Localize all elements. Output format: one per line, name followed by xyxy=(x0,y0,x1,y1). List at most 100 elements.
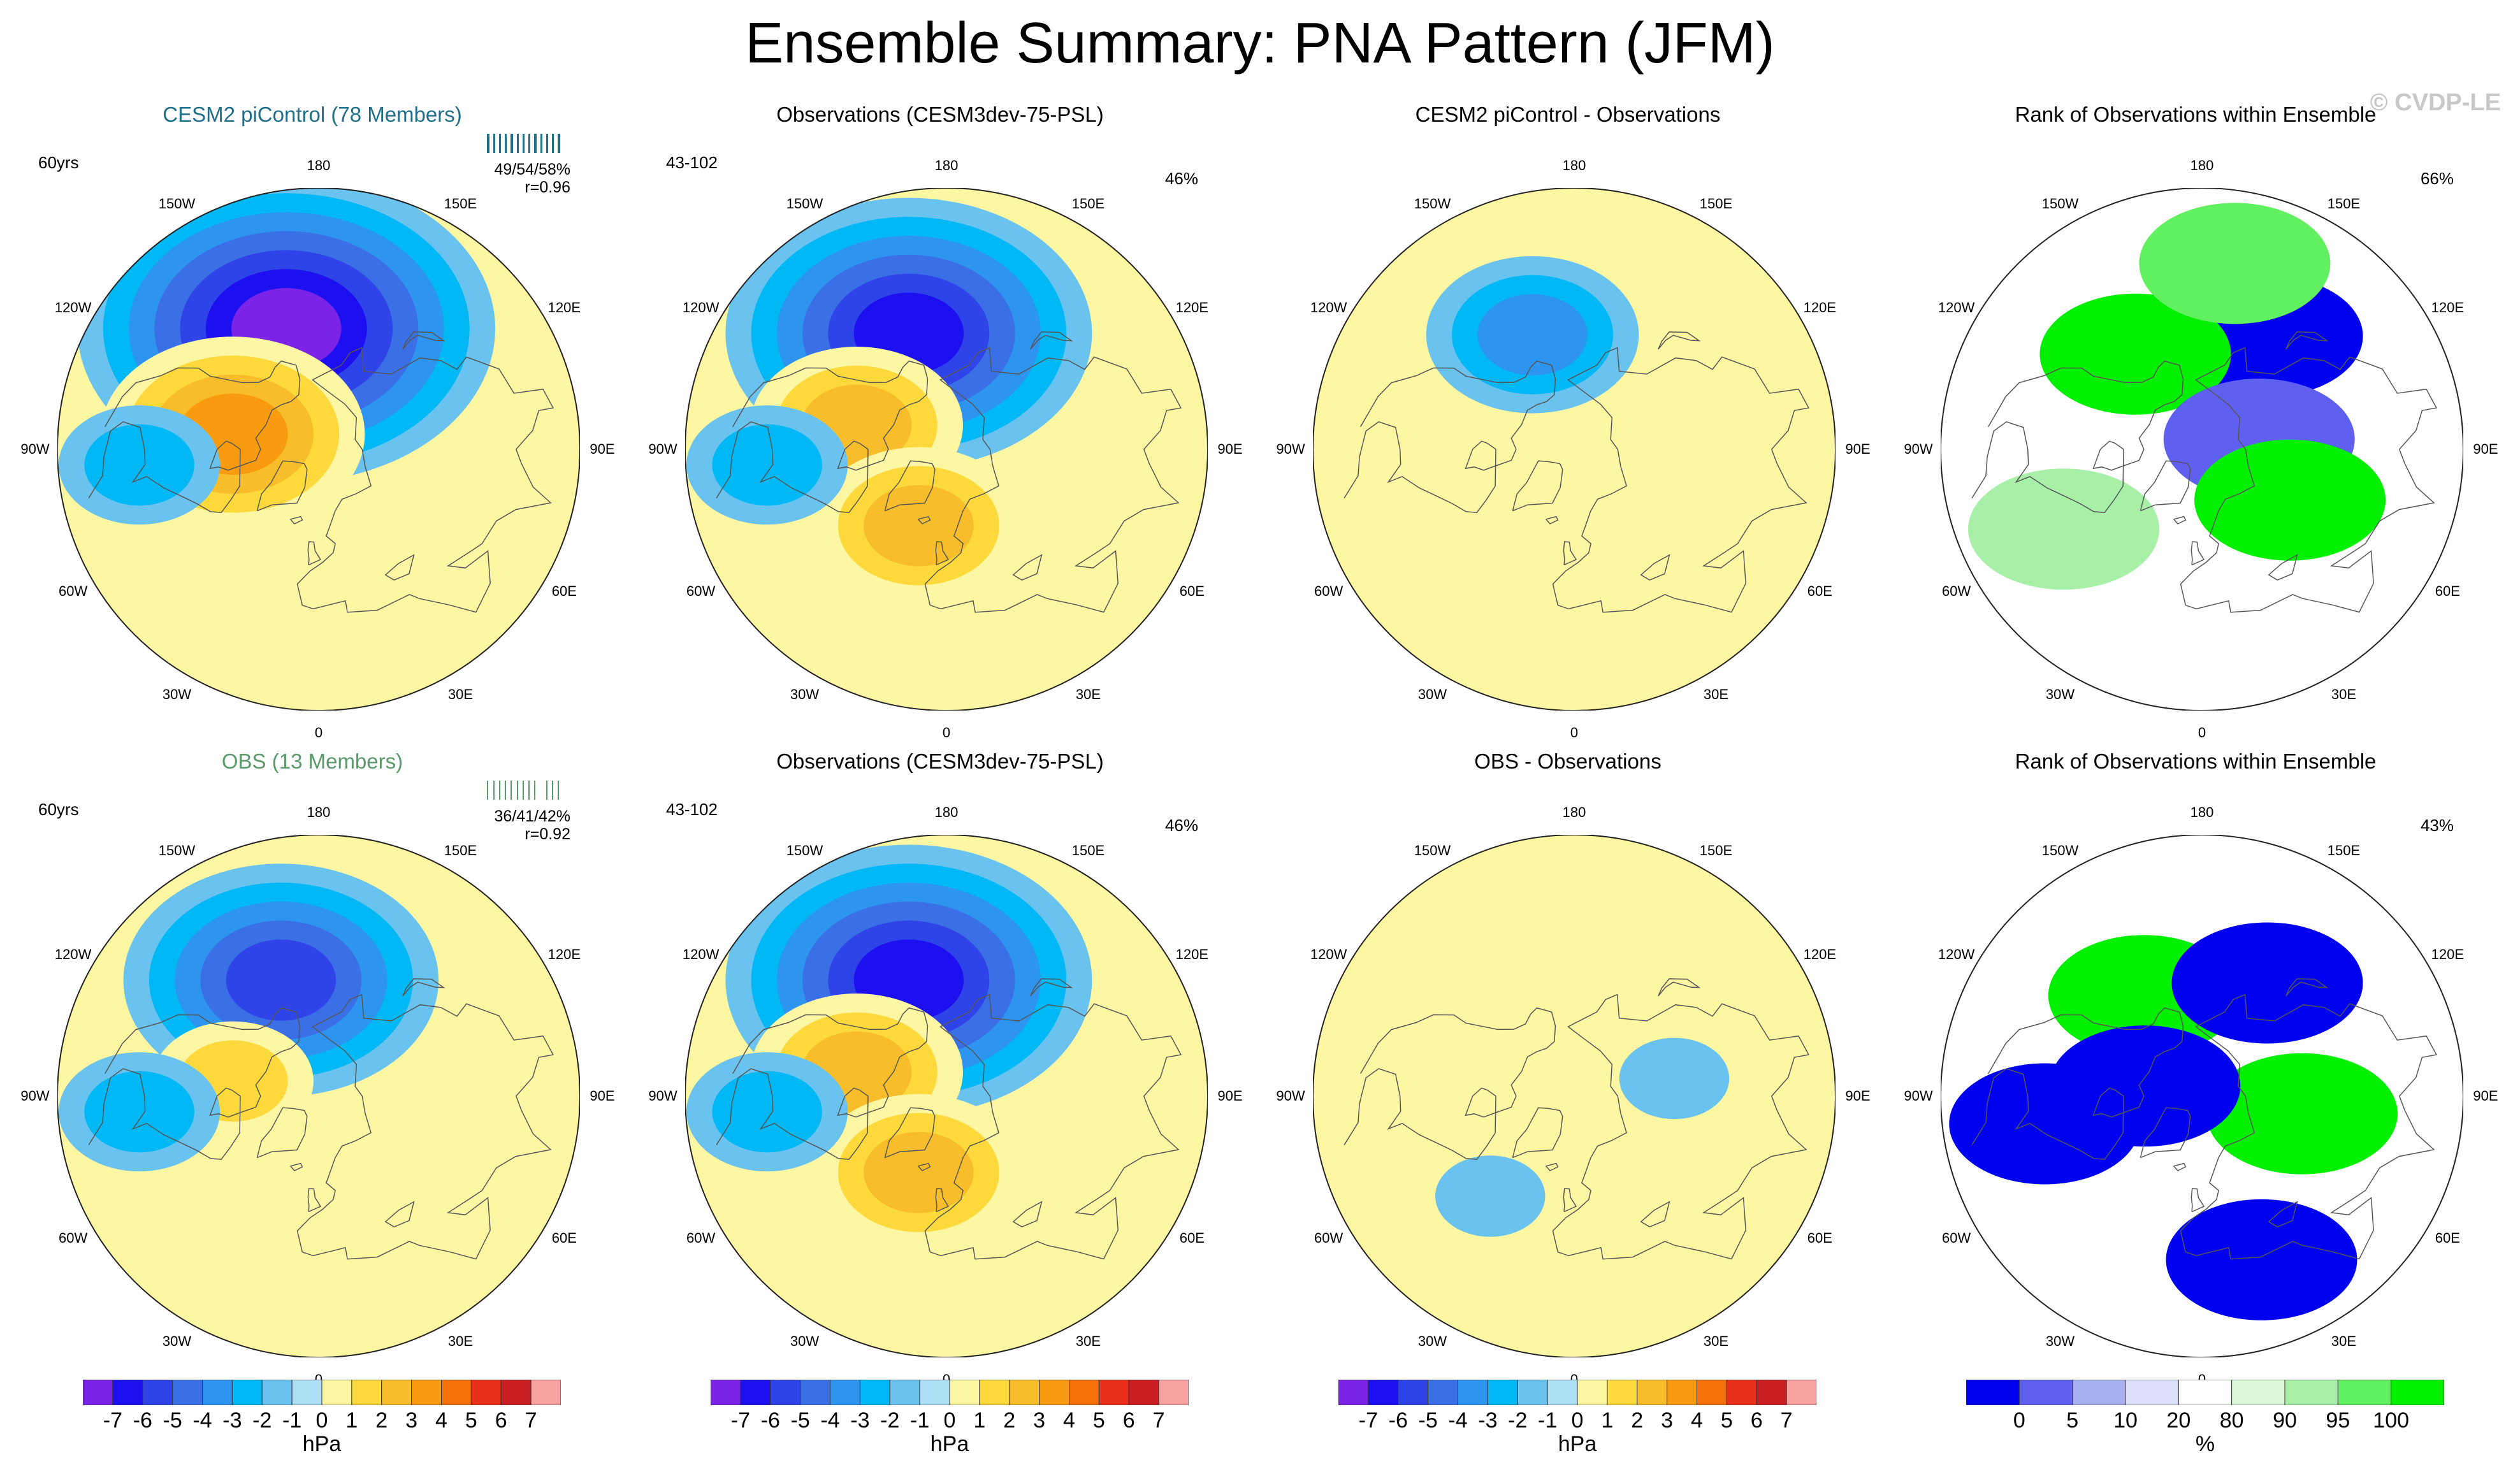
coastline xyxy=(1360,1007,1552,1074)
colorbar-swatch xyxy=(949,1380,980,1405)
rank-region xyxy=(1968,468,2160,590)
coastline xyxy=(256,460,308,512)
polar-map xyxy=(57,188,580,711)
coastline xyxy=(1546,516,1559,524)
colorbar-swatch xyxy=(889,1380,920,1405)
percent-label: 66% xyxy=(2420,169,2454,188)
colorbar-unit-label: hPa xyxy=(1558,1432,1597,1456)
longitude-label: 150E xyxy=(1699,842,1733,858)
longitude-label: 180 xyxy=(1562,804,1586,820)
longitude-label: 90E xyxy=(1217,1088,1243,1104)
longitude-label: 90E xyxy=(2473,441,2498,457)
map-panel: CESM2 piControl (78 Members) 60yrs 49/54/5… xyxy=(0,102,625,746)
contour-band xyxy=(1619,1037,1730,1120)
colorbar-swatch xyxy=(1128,1380,1159,1405)
colorbar-tick-label: -5 xyxy=(790,1408,810,1433)
colorbar-swatch xyxy=(1607,1380,1638,1405)
coastline xyxy=(1563,541,1577,566)
colorbar-swatch xyxy=(1637,1380,1668,1405)
longitude-label: 0 xyxy=(1570,725,1579,741)
coastline xyxy=(716,1011,929,1160)
coastline xyxy=(1552,994,1810,1260)
colorbar-tick-label: 3 xyxy=(1661,1408,1674,1433)
longitude-label: 90W xyxy=(1276,1088,1305,1104)
period-label: 60yrs xyxy=(38,800,79,819)
colorbar-tick-label: -5 xyxy=(1418,1408,1438,1433)
longitude-label: 30E xyxy=(2331,1333,2357,1350)
coastline xyxy=(2140,1107,2191,1159)
colorbar-swatch xyxy=(1667,1380,1697,1405)
longitude-label: 30E xyxy=(447,686,474,703)
longitude-label: 150E xyxy=(444,842,477,858)
colorbar-swatch xyxy=(1577,1380,1608,1405)
coastline xyxy=(716,365,929,513)
longitude-label: 150W xyxy=(1414,842,1451,858)
colorbar-tick-label: 80 xyxy=(2219,1408,2244,1433)
coastline xyxy=(307,541,322,566)
contour-band xyxy=(864,1132,974,1213)
colorbar-tick-label: 3 xyxy=(1033,1408,1046,1433)
colorbar-tick-label: -5 xyxy=(163,1408,182,1433)
coastline xyxy=(924,347,1182,613)
coastline xyxy=(1563,1188,1577,1213)
longitude-label: 30E xyxy=(1703,1333,1729,1350)
map-panel: CESM2 piControl - Observations 180 150E 120… xyxy=(1256,102,1880,746)
longitude-label: 120W xyxy=(1937,299,1975,315)
colorbar-swatch xyxy=(1517,1380,1548,1405)
colorbar-swatch xyxy=(321,1380,352,1405)
colorbar-swatch xyxy=(441,1380,472,1405)
polar-map xyxy=(1313,835,1836,1357)
period-label: 43-102 xyxy=(666,153,718,172)
longitude-label: 150W xyxy=(158,842,196,858)
colorbar-swatch xyxy=(1786,1380,1816,1405)
longitude-label: 0 xyxy=(314,725,323,741)
coastline xyxy=(1988,360,2180,428)
colorbar-swatch xyxy=(1487,1380,1518,1405)
colorbar-tick-label: 7 xyxy=(525,1408,537,1433)
colorbar-swatch xyxy=(2337,1380,2392,1405)
colorbar-swatch xyxy=(231,1380,263,1405)
colorbar-swatch xyxy=(1009,1380,1040,1405)
colorbar-tick-label: 90 xyxy=(2273,1408,2297,1433)
longitude-label: 60W xyxy=(1314,1229,1343,1246)
colorbar-swatch xyxy=(381,1380,412,1405)
longitude-label: 180 xyxy=(2190,804,2214,820)
rank-region xyxy=(2206,1053,2398,1174)
colorbar-tick-label: -2 xyxy=(252,1408,272,1433)
coastline xyxy=(935,1188,950,1213)
map-panel: Rank of Observations within Ensemble 66% 1… xyxy=(1883,102,2508,746)
longitude-label: 90W xyxy=(1904,441,1933,457)
coastline xyxy=(1343,1011,1556,1160)
coastline xyxy=(88,1011,301,1160)
colorbar-tick-label: 5 xyxy=(465,1408,477,1433)
longitude-label: 30W xyxy=(2045,686,2075,703)
colorbar-swatch xyxy=(1158,1380,1189,1405)
coastline xyxy=(2180,347,2438,613)
colorbar-tick-label: -3 xyxy=(850,1408,870,1433)
coastline xyxy=(290,516,303,524)
period-label: 43-102 xyxy=(666,800,718,819)
colorbar-swatch xyxy=(1398,1380,1429,1405)
colorbar-tick-label: 7 xyxy=(1152,1408,1165,1433)
longitude-label: 60W xyxy=(1941,582,1971,599)
colorbar-unit-label: hPa xyxy=(930,1432,969,1456)
colorbar-swatch xyxy=(1039,1380,1069,1405)
longitude-label: 150E xyxy=(1071,195,1105,212)
correlation-label: r=0.92 xyxy=(525,825,570,843)
coastline xyxy=(105,360,296,428)
longitude-label: 60E xyxy=(1807,1229,1832,1246)
longitude-label: 30W xyxy=(1417,1333,1447,1350)
colorbar-tick-label: 6 xyxy=(1122,1408,1135,1433)
colorbar-tick-label: 4 xyxy=(1691,1408,1703,1433)
colorbar-swatch xyxy=(172,1380,203,1405)
longitude-label: 120E xyxy=(547,946,581,962)
colorbar-tick-label: 0 xyxy=(1571,1408,1584,1433)
panel-title: OBS (13 Members) xyxy=(221,749,403,773)
colorbar-swatch xyxy=(1069,1380,1099,1405)
colorbar-tick-label: 5 xyxy=(1720,1408,1733,1433)
coastline xyxy=(88,365,301,513)
colorbar-tick-label: -4 xyxy=(1448,1408,1468,1433)
longitude-label: 150W xyxy=(786,195,823,212)
contour-band xyxy=(1477,294,1588,375)
coastline xyxy=(1030,978,1073,997)
